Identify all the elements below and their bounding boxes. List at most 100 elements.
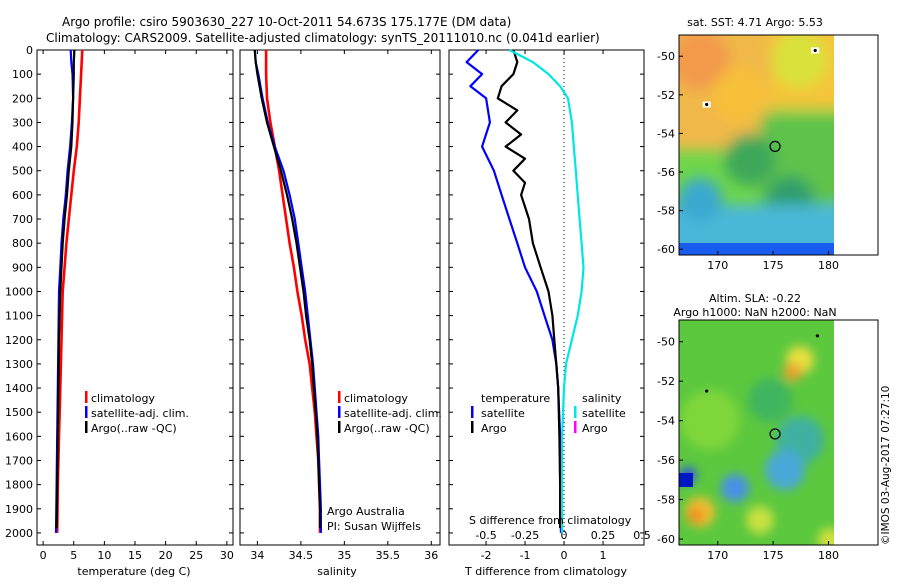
sst-map-title: sat. SST: 4.71 Argo: 5.53: [687, 16, 823, 29]
diff-line-t-satellite: [465, 49, 563, 533]
sst-map-ytick-label: -58: [657, 205, 675, 218]
sal-xlabel: salinity: [317, 565, 357, 578]
depth-tick-label: 1200: [5, 334, 33, 347]
sal-legend-satellite: satellite-adj. clim.: [344, 407, 442, 420]
sla-map-frame: [678, 319, 879, 546]
sla-map-ytick-label: -60: [657, 533, 675, 546]
temp-legend-swatch-argo: [85, 421, 88, 433]
temp-legend-satellite: satellite-adj. clim.: [91, 407, 189, 420]
depth-tick-label: 1900: [5, 503, 33, 516]
sla-map-xtick-label: 180: [818, 549, 839, 562]
diff-s-tick-label: -0.25: [511, 529, 539, 542]
sst-map-ytick-label: -54: [657, 127, 675, 140]
diff-xlabel: T difference from climatology: [464, 565, 627, 578]
depth-tick-label: 400: [12, 141, 33, 154]
depth-tick-label: 0: [26, 44, 33, 57]
temp-line-argo-raw-qc-: [55, 49, 76, 529]
depth-tick-label: 500: [12, 165, 33, 178]
diff-plot-frame: [448, 49, 645, 546]
diff-line-s-satellite: [508, 49, 585, 533]
sst-map-ytick-label: -56: [657, 166, 675, 179]
diff-s-title: S difference from climatology: [469, 514, 632, 527]
diff-xtick-label: 1: [600, 549, 607, 562]
temp-plot-frame: [36, 49, 234, 546]
watermark: ©IMOS 03-Aug-2017 07:27:10: [880, 386, 892, 545]
temp-xtick-label: 10: [97, 549, 111, 562]
sla-map-xtick-label: 170: [707, 549, 728, 562]
diff-legend-t-argo: Argo: [481, 422, 507, 435]
depth-tick-label: 900: [12, 261, 33, 274]
sst-profile-location-marker: [769, 140, 781, 153]
depth-tick-label: 1800: [5, 479, 33, 492]
sla-profile-location-marker: [769, 428, 781, 440]
temp-legend-argo: Argo(..raw -QC): [91, 422, 177, 435]
sst-map-xtick-label: 170: [707, 259, 728, 272]
sst-map-ytick-label: -50: [657, 50, 675, 63]
sla-map-title: Altim. SLA: -0.22: [709, 292, 801, 305]
plot-layer: 0100200300400500600700800900100011001200…: [5, 34, 879, 562]
diff-legend-t-satellite: satellite: [481, 407, 525, 420]
sal-line-satellite-adj-clim-: [253, 49, 322, 533]
sal-legend-climatology: climatology: [344, 392, 408, 405]
depth-tick-label: 1000: [5, 285, 33, 298]
diff-legend-s-argo: Argo: [582, 422, 608, 435]
sst-float-dot-marker: [705, 102, 709, 107]
sst-map-frame: [678, 34, 879, 256]
sal-legend: climatology satellite-adj. clim. Argo(..…: [338, 391, 442, 435]
sal-xtick-label: 36: [424, 549, 438, 562]
sst-map-xtick-label: 180: [818, 259, 839, 272]
sal-legend-swatch-argo: [338, 421, 341, 433]
temp-xtick-label: 30: [220, 549, 234, 562]
temp-legend-climatology: climatology: [91, 392, 155, 405]
sla-map-ytick-label: -54: [657, 415, 675, 428]
diff-legend-s-satellite: satellite: [582, 407, 626, 420]
title-line-2: Climatology: CARS2009. Satellite-adjuste…: [46, 31, 600, 45]
sal-legend-argo: Argo(..raw -QC): [344, 422, 430, 435]
sst-float-dot-marker: [813, 48, 817, 53]
depth-tick-label: 700: [12, 213, 33, 226]
sst-map-image: [679, 35, 834, 255]
diff-xtick-label: 0: [561, 549, 568, 562]
temp-xlabel: temperature (deg C): [77, 565, 190, 578]
temp-legend-swatch-satellite: [85, 406, 88, 418]
sal-xtick-label: 34.5: [289, 549, 314, 562]
diff-xtick-label: -2: [481, 549, 492, 562]
depth-tick-label: 800: [12, 237, 33, 250]
diff-line-t-argo: [496, 49, 562, 529]
diff-s-tick-label: -0.5: [475, 529, 496, 542]
title-line-1: Argo profile: csiro 5903630_227 10-Oct-2…: [62, 15, 511, 29]
sst-map-ytick-label: -60: [657, 243, 675, 256]
temp-legend-swatch-climatology: [85, 391, 88, 403]
depth-tick-label: 1300: [5, 358, 33, 371]
sla-map-ytick-label: -50: [657, 336, 675, 349]
diff-s-tick-label: 0.25: [591, 529, 616, 542]
credit-line-1: Argo Australia: [327, 505, 405, 518]
sla-map-image: [679, 320, 834, 545]
diff-legend-temp-title: temperature: [481, 392, 550, 405]
depth-tick-label: 200: [12, 92, 33, 105]
diff-legend: temperature satellite Argo salinity sate…: [471, 392, 626, 435]
temp-xtick-label: 20: [159, 549, 173, 562]
sla-map-xtick-label: 175: [763, 549, 784, 562]
diff-s-tick-label: 0.5: [633, 529, 651, 542]
temp-xtick-label: 5: [70, 549, 77, 562]
sla-map-ytick-label: -52: [657, 375, 675, 388]
depth-tick-label: 300: [12, 116, 33, 129]
sst-map-xtick-label: 175: [763, 259, 784, 272]
sal-xtick-label: 35: [337, 549, 351, 562]
sla-map-subtitle: Argo h1000: NaN h2000: NaN: [673, 306, 836, 319]
sal-plot-frame: [239, 49, 441, 546]
depth-tick-label: 1600: [5, 430, 33, 443]
sst-map-ytick-label: -52: [657, 89, 675, 102]
diff-s-tick-label: 0: [561, 529, 568, 542]
diff-legend-swatch-t-sat: [471, 406, 474, 418]
sal-line-argo-raw-qc-: [253, 49, 322, 529]
diff-legend-swatch-s-sat: [574, 406, 577, 418]
diff-legend-sal-title: salinity: [582, 392, 622, 405]
temp-xtick-label: 15: [128, 549, 142, 562]
diff-xtick-label: -1: [520, 549, 531, 562]
sla-float-dot-marker: [815, 334, 819, 338]
sal-legend-swatch-satellite: [338, 406, 341, 418]
sal-legend-swatch-climatology: [338, 391, 341, 403]
